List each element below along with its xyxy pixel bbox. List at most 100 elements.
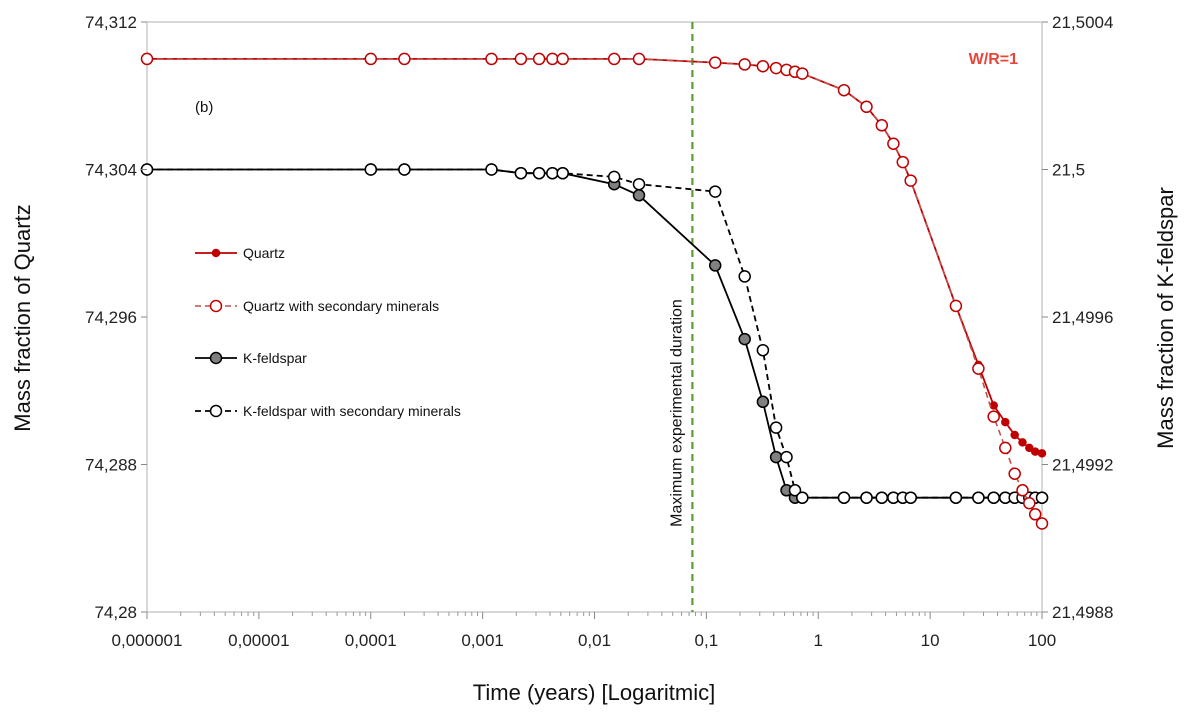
ticks-layer: 0,000001 0,00001 0,0001 0,001 0,01 0,1 1 10 100 7… [85,13,1113,650]
legend-item: K-feldspar with secondary minerals [195,403,461,419]
data-point [140,52,154,66]
data-point [780,450,793,464]
series-line [147,58,1043,524]
data-point [987,410,1000,423]
data-point [398,52,411,66]
legend-label: K-feldspar with secondary minerals [243,403,461,419]
legend-swatch-marker [209,299,223,313]
legend-swatch-marker [209,404,223,418]
data-point [756,59,770,73]
legend-item: K-feldspar [195,350,307,366]
data-point [972,491,985,504]
data-point [860,491,873,504]
x-tick-label: 1 [814,631,823,650]
legend: Quartz Quartz with secondary minerals K-fe… [195,245,461,419]
vline-label: Maximum experimental duration [668,299,685,527]
data-point [904,491,917,504]
data-point [1035,517,1049,530]
y-right-tick-label: 21,4988 [1052,603,1113,622]
x-tick-label: 0,01 [578,631,611,650]
data-point [546,52,559,66]
data-point [949,299,963,313]
data-point [875,491,889,504]
data-point [949,491,963,504]
data-point [485,52,498,66]
data-point [364,163,378,176]
plot-frame [146,21,1043,613]
x-tick-label: 0,0001 [345,631,397,650]
wr-annotation: W/R=1 [969,51,1018,68]
y-left-tick-label: 74,28 [94,603,137,622]
data-point [972,362,985,375]
data-point [738,270,751,283]
data-point [1035,491,1049,504]
data-point [756,343,770,357]
data-point [999,441,1012,455]
data-point [1001,417,1010,427]
data-point [532,166,546,180]
x-tick-label: 100 [1028,631,1056,650]
data-point [796,491,809,504]
x-tick-label: 0,00001 [228,631,289,650]
data-point [987,491,1000,504]
data-point [837,491,851,504]
data-point [788,484,802,497]
data-point [769,450,783,464]
data-point [860,100,873,114]
y-left-tick-label: 74,288 [85,456,137,475]
data-point [1030,447,1040,456]
data-point [514,166,528,180]
data-point [546,166,559,180]
series-1 [140,52,1049,530]
data-point [485,163,498,176]
data-point [632,189,646,202]
y-right-tick-label: 21,5 [1052,161,1085,180]
data-point [887,137,900,150]
series-layer [140,52,1049,530]
series-2 [140,163,1049,504]
y-right-tick-label: 21,4992 [1052,456,1113,475]
legend-swatch-marker [211,248,221,258]
series-line [147,168,1042,499]
data-point [756,395,770,409]
series-line [147,168,1042,499]
x-tick-label: 0,000001 [112,631,183,650]
data-point [896,155,910,169]
legend-label: K-feldspar [243,350,307,366]
data-point [904,174,917,187]
data-point [1023,496,1036,510]
x-axis-title: Time (years) [Logaritmic] [473,680,715,705]
legend-item: Quartz with secondary minerals [195,298,439,314]
data-point [1018,438,1027,447]
data-point [556,52,569,66]
data-point [708,56,722,69]
data-point [875,119,889,132]
data-point [708,185,722,198]
y-right-tick-label: 21,5004 [1052,13,1113,32]
legend-item: Quartz [195,245,285,261]
data-point [607,52,621,66]
data-point [607,170,621,184]
data-point [532,52,546,66]
data-point [769,61,783,75]
data-point [1010,430,1019,440]
panel-label: (b) [195,99,213,116]
data-point [796,67,809,80]
legend-swatch-marker [209,351,223,365]
x-tick-label: 10 [921,631,940,650]
data-point [364,52,378,66]
data-point [1037,449,1047,458]
legend-label: Quartz with secondary minerals [243,298,439,314]
data-point [556,166,569,180]
series-3 [140,163,1049,504]
x-tick-label: 0,1 [695,631,719,650]
data-point [738,332,751,346]
data-point [632,177,646,191]
y-left-tick-label: 74,304 [85,161,137,180]
data-point [1025,443,1034,453]
data-point [514,52,528,66]
data-point [1008,467,1021,480]
plot-border [146,21,1043,613]
data-point [632,52,646,66]
